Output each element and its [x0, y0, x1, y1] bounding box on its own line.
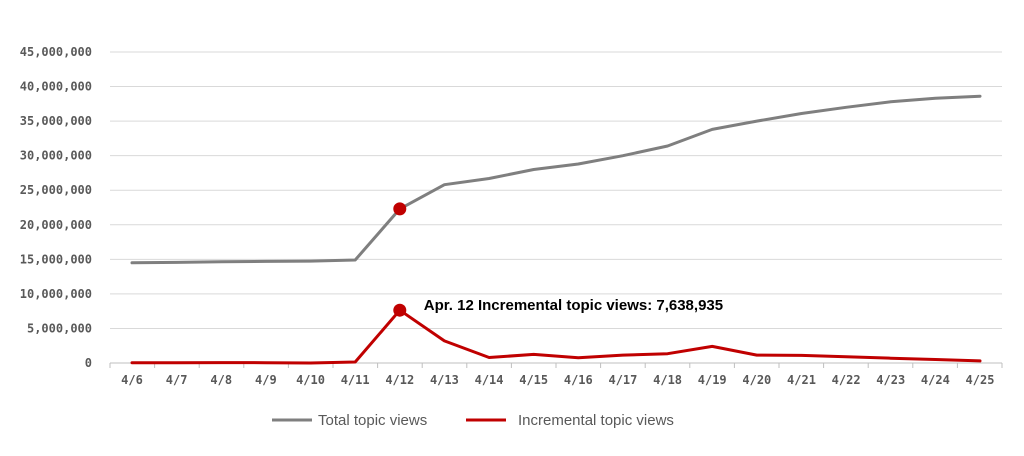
- x-tick-label: 4/6: [121, 373, 143, 387]
- x-tick-label: 4/25: [966, 373, 995, 387]
- legend-label: Incremental topic views: [518, 412, 674, 429]
- y-tick-label: 45,000,000: [20, 45, 92, 59]
- x-tick-label: 4/23: [876, 373, 905, 387]
- x-tick-label: 4/18: [653, 373, 682, 387]
- x-tick-label: 4/21: [787, 373, 816, 387]
- x-tick-label: 4/7: [166, 373, 188, 387]
- annotation-label: Apr. 12 Incremental topic views: 7,638,9…: [424, 297, 723, 314]
- data-point-marker: [393, 202, 407, 216]
- y-axis-ticks: 0 5,000,000 10,000,000 15,000,000 20,000,000…: [20, 45, 92, 370]
- y-tick-label: 0: [85, 356, 92, 370]
- series-lines: [130, 94, 982, 365]
- x-tick-label: 4/9: [255, 373, 277, 387]
- markers: [393, 202, 407, 317]
- y-tick-label: 30,000,000: [20, 149, 92, 163]
- x-tick-label: 4/15: [519, 373, 548, 387]
- x-tick-label: 4/16: [564, 373, 593, 387]
- y-tick-label: 5,000,000: [27, 321, 92, 335]
- series-line-0: [130, 94, 982, 265]
- data-point-marker: [393, 303, 407, 317]
- x-tick-label: 4/11: [341, 373, 370, 387]
- y-tick-label: 25,000,000: [20, 183, 92, 197]
- grid-lines: [110, 51, 1002, 364]
- series-line-1: [130, 308, 982, 365]
- x-axis-ticks: 4/6 4/7 4/8 4/9 4/10 4/11 4/12 4/13 4/14 4/15 4/16…: [109, 363, 1003, 387]
- x-tick-label: 4/19: [698, 373, 727, 387]
- legend-label: Total topic views: [318, 412, 427, 429]
- x-tick-label: 4/14: [475, 373, 504, 387]
- y-tick-label: 10,000,000: [20, 287, 92, 301]
- x-tick-label: 4/8: [210, 373, 232, 387]
- x-tick-label: 4/20: [742, 373, 771, 387]
- x-tick-label: 4/17: [608, 373, 637, 387]
- x-tick-label: 4/22: [832, 373, 861, 387]
- x-tick-label: 4/10: [296, 373, 325, 387]
- x-tick-label: 4/24: [921, 373, 950, 387]
- x-tick-label: 4/13: [430, 373, 459, 387]
- y-tick-label: 40,000,000: [20, 80, 92, 94]
- y-tick-label: 15,000,000: [20, 252, 92, 266]
- x-tick-label: 4/12: [385, 373, 414, 387]
- y-tick-label: 20,000,000: [20, 218, 92, 232]
- y-tick-label: 35,000,000: [20, 114, 92, 128]
- legend: Total topic views Incremental topic views: [272, 412, 674, 429]
